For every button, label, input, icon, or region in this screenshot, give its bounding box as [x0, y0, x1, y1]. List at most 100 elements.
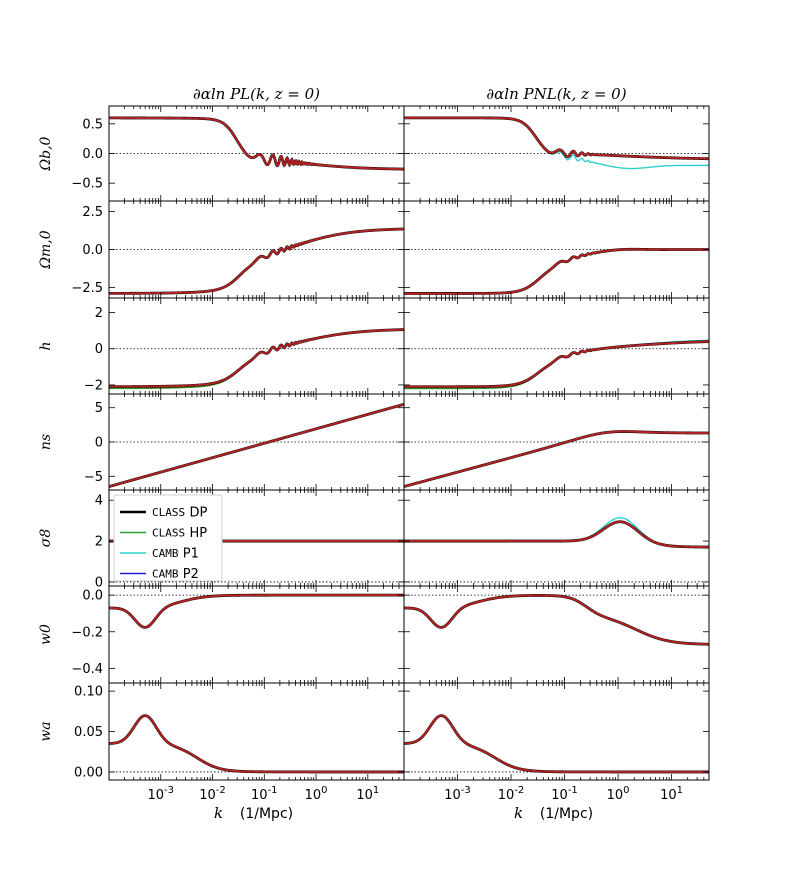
y-axis-label: Ωm,0 — [38, 230, 54, 269]
column-title: ∂αln PL(k, z = 0) — [193, 85, 320, 103]
panel-frame — [403, 297, 710, 395]
legend-label: HP — [190, 526, 208, 541]
series-DP — [404, 247, 709, 295]
y-tick-label: 4 — [95, 494, 103, 509]
panel-frame — [403, 489, 710, 587]
y-tick-label: 0.5 — [82, 117, 103, 132]
y-tick-label: −2.5 — [71, 281, 103, 296]
panel-h-nonlinear — [403, 297, 710, 395]
y-tick-label: 0 — [95, 342, 103, 357]
series-DP — [109, 328, 404, 389]
x-tick-label: 10-1 — [251, 785, 278, 803]
x-axis-units: (1/Mpc) — [540, 806, 593, 822]
series-combined — [404, 594, 709, 646]
panel-h-linear: −2 0 2 — [84, 297, 405, 395]
series-DP — [404, 520, 709, 549]
y-tick-label: 0.10 — [74, 685, 103, 700]
y-axis-label: σ8 — [38, 529, 54, 548]
legend-label-code: CLASS — [152, 506, 185, 519]
panel-w0-nonlinear — [403, 585, 710, 684]
panel-ns-linear: −5 0 5 — [84, 393, 405, 491]
y-tick-label: −2 — [84, 378, 103, 393]
panel-Ωm,0-linear: −2.5 0.0 2.5 — [71, 200, 405, 299]
panel-σ8-nonlinear — [403, 489, 710, 587]
panel-Ωb,0-linear: −0.5 0.0 0.5 — [71, 105, 405, 202]
series-P2 — [109, 117, 404, 170]
y-tick-label: −0.4 — [71, 662, 103, 677]
series-combined — [404, 116, 709, 160]
series-combined — [109, 228, 404, 295]
series-combined — [404, 714, 709, 773]
series-DP — [404, 116, 709, 161]
panel-wa-nonlinear — [403, 682, 710, 781]
series-combined — [404, 430, 709, 488]
series-P1 — [109, 328, 404, 388]
series-P1 — [109, 117, 404, 170]
legend-label: DP — [190, 506, 208, 521]
series-combined — [404, 248, 709, 295]
series-P2 — [109, 328, 404, 388]
series-P2 — [404, 521, 709, 548]
y-axis-label: Ωb,0 — [38, 136, 54, 171]
y-tick-label: 0.05 — [74, 725, 103, 740]
x-tick-label: 100 — [305, 785, 328, 803]
series-P2 — [404, 430, 709, 488]
panel-w0-linear: −0.4 −0.2 0.0 — [71, 585, 405, 684]
x-tick-label: 100 — [607, 785, 630, 803]
y-axis-label: w0 — [38, 624, 54, 645]
series-DP — [404, 594, 709, 646]
series-P1 — [404, 248, 709, 295]
x-tick-label: 10-1 — [551, 785, 578, 803]
panel-Ωm,0-nonlinear — [403, 200, 710, 299]
series-P2 — [404, 248, 709, 295]
series-combined — [109, 328, 404, 388]
legend-label: P1 — [183, 547, 199, 562]
legend-label-code: CAMB — [152, 568, 179, 581]
series-P1 — [404, 430, 709, 488]
y-tick-label: 0.0 — [82, 147, 103, 162]
panel-frame — [108, 297, 405, 395]
series-combined — [109, 403, 404, 488]
y-tick-label: 0.0 — [82, 589, 103, 604]
series-P1 — [404, 117, 709, 170]
y-axis-label: h — [38, 341, 54, 350]
legend-label: P2 — [183, 567, 199, 582]
panel-frame — [108, 585, 405, 684]
series-combined — [109, 594, 404, 629]
x-axis-label: k — [214, 804, 223, 822]
y-tick-label: 5 — [95, 401, 103, 416]
legend-frame — [113, 494, 223, 582]
x-tick-label: 10-2 — [199, 785, 226, 803]
y-tick-label: 0 — [95, 436, 103, 451]
y-tick-label: 2 — [95, 535, 103, 550]
series-P1 — [404, 516, 709, 548]
series-combined — [404, 340, 709, 388]
series-HP — [109, 328, 404, 390]
x-tick-label: 101 — [660, 785, 683, 803]
y-tick-label: 2.5 — [82, 205, 103, 220]
x-tick-label: 10-2 — [498, 785, 525, 803]
x-tick-label: 10-3 — [147, 785, 174, 803]
x-tick-label: 101 — [356, 785, 379, 803]
series-combined — [109, 714, 404, 773]
panel-Ωb,0-nonlinear — [403, 105, 710, 202]
series-DP — [109, 116, 404, 171]
y-tick-label: 0.0 — [82, 243, 103, 258]
column-title: ∂αln PNL(k, z = 0) — [486, 85, 626, 103]
legend: CLASS DP CLASS HP CAMB P1 CAMB P2 — [113, 494, 223, 582]
y-tick-label: −0.5 — [71, 177, 103, 192]
x-axis-label: k — [514, 804, 523, 822]
series-combined — [109, 116, 404, 171]
y-tick-label: 2 — [95, 306, 103, 321]
x-axis-units: (1/Mpc) — [240, 806, 293, 822]
y-tick-label: −5 — [84, 470, 103, 485]
panel-frame — [108, 682, 405, 781]
panel-frame — [403, 682, 710, 781]
y-tick-label: 0.00 — [74, 765, 103, 780]
panel-wa-linear: 0.00 0.05 0.10 — [74, 682, 405, 781]
series-DP — [404, 430, 709, 488]
panel-frame — [403, 585, 710, 684]
series-P1 — [404, 339, 709, 388]
y-axis-label: wa — [38, 721, 54, 741]
